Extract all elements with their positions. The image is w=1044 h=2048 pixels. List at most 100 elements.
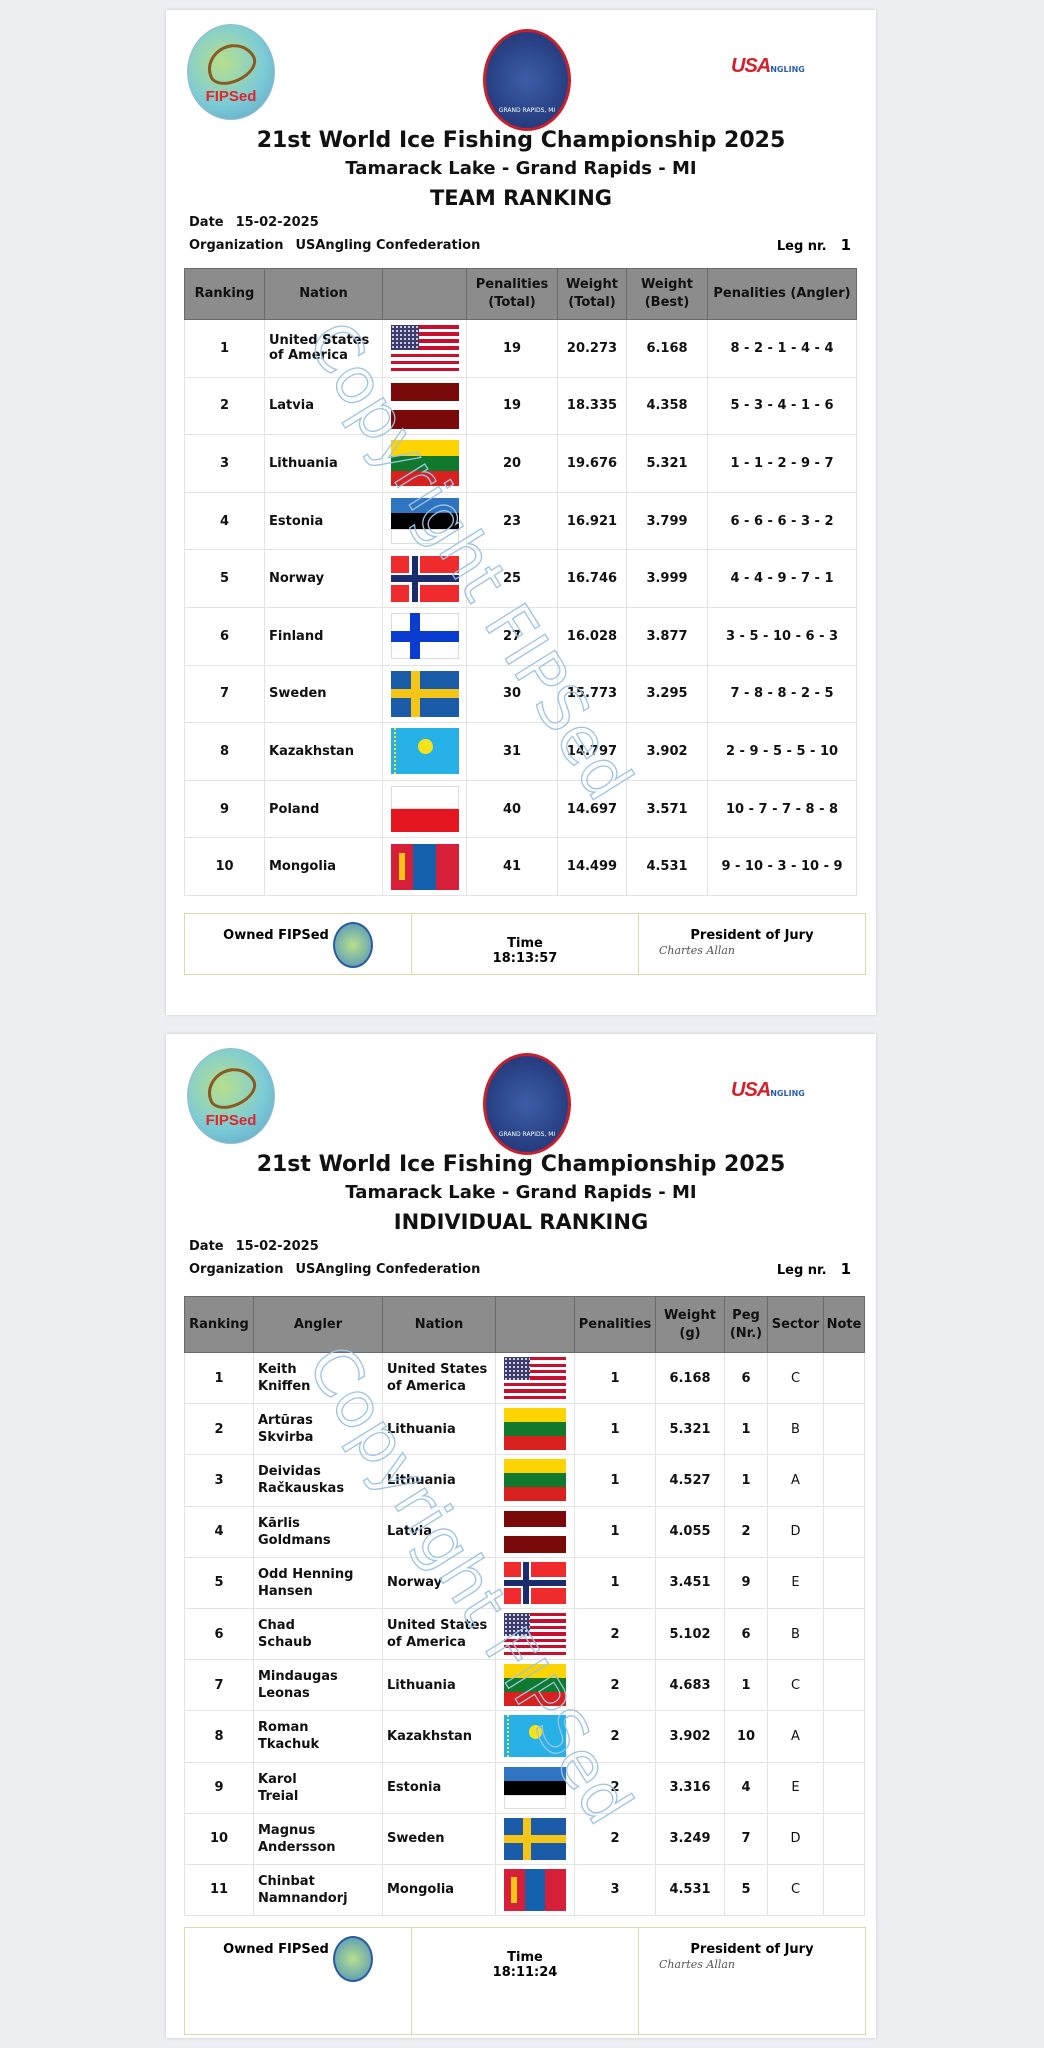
nation-cell: United States of America (382, 1351, 496, 1405)
penalties-cell: 1 (574, 1351, 656, 1405)
note-cell (823, 1403, 865, 1456)
nation-cell: Lithuania (382, 1454, 496, 1507)
time-cell: Time 18:13:57 (412, 914, 639, 974)
weight-best-cell: 3.295 (626, 664, 708, 724)
weight-cell: 3.902 (655, 1710, 725, 1763)
angler-first-name: Kārlis (258, 1515, 300, 1531)
rank-cell: 5 (184, 549, 265, 608)
rank-cell: 2 (184, 1403, 254, 1456)
nation-cell: Norway (264, 549, 383, 608)
note-cell (823, 1659, 865, 1712)
note-cell (823, 1863, 865, 1917)
flag-lt-icon (504, 1459, 566, 1502)
column-header-7: Sector (767, 1296, 824, 1353)
time-value: 18:13:57 (492, 951, 558, 966)
flag-cell (495, 1710, 575, 1763)
peg-cell: 5 (724, 1863, 768, 1917)
weight-cell: 3.451 (655, 1556, 725, 1609)
weight-cell: 3.316 (655, 1761, 725, 1814)
table-row: 9 Poland 40 14.697 3.571 10 - 7 - 7 - 8 - 8 (184, 779, 857, 839)
weight-best-cell: 3.799 (626, 491, 708, 551)
angler-cell: Magnus Andersson (253, 1812, 383, 1865)
note-cell (823, 1710, 865, 1763)
nation-cell: Lithuania (382, 1403, 496, 1456)
nation-cell: Sweden (264, 664, 383, 724)
flag-usa-icon (504, 1357, 566, 1399)
flag-cell (495, 1505, 575, 1558)
note-cell (823, 1351, 865, 1405)
penalties-total-cell: 40 (466, 779, 558, 839)
rank-cell: 8 (184, 1710, 254, 1763)
angler-cell: Chad Schaub (253, 1607, 383, 1661)
leg-number: Leg nr. 1 (776, 236, 851, 254)
penalties-angler-cell: 6 - 6 - 6 - 3 - 2 (707, 491, 857, 551)
angler-cell: Chinbat Namnandorj (253, 1863, 383, 1917)
weight-cell: 5.321 (655, 1403, 725, 1456)
rank-cell: 7 (184, 1659, 254, 1712)
rank-cell: 8 (184, 722, 265, 781)
penalties-cell: 2 (574, 1659, 656, 1712)
flag-cell (495, 1863, 575, 1917)
organization-row: Organization USAngling Confederation (189, 1262, 481, 1277)
peg-cell: 9 (724, 1556, 768, 1609)
table-row: 11 Chinbat Namnandorj Mongolia 3 4.531 5 C (184, 1863, 865, 1917)
angler-last-name: Andersson (258, 1839, 336, 1855)
table-row: 8 Kazakhstan 31 14.797 3.902 2 - 9 - 5 - 5 - … (184, 722, 857, 781)
table-row: 4 Estonia 23 16.921 3.799 6 - 6 - 6 - 3 - 2 (184, 491, 857, 551)
nation-cell: Latvia (264, 376, 383, 436)
weight-best-cell: 5.321 (626, 434, 708, 493)
angler-last-name: Namnandorj (258, 1890, 348, 1906)
nation-cell: Estonia (264, 491, 383, 551)
flag-cell (382, 837, 467, 896)
peg-cell: 4 (724, 1761, 768, 1814)
flag-lv-icon (390, 382, 459, 429)
flag-pl-icon (390, 786, 459, 833)
weight-cell: 4.055 (655, 1505, 725, 1558)
angler-first-name: Mindaugas (258, 1669, 338, 1685)
column-header-1: Nation (264, 268, 383, 320)
column-header-0: Ranking (184, 1296, 254, 1353)
nation-cell: United States of America (264, 319, 383, 378)
table-row: 10 Magnus Andersson Sweden 2 3.249 7 D (184, 1812, 865, 1865)
date-row: Date 15-02-2025 (189, 1239, 319, 1254)
sector-cell: B (767, 1403, 824, 1456)
angler-cell: Keith Kniffen (253, 1351, 383, 1405)
nation-cell: Lithuania (382, 1659, 496, 1712)
column-header-1: Angler (253, 1296, 383, 1353)
flag-cell (382, 722, 467, 781)
nation-cell: Sweden (382, 1812, 496, 1865)
rank-cell: 3 (184, 1454, 254, 1507)
angler-first-name: Karol (258, 1771, 297, 1787)
footer: Owned FIPSed Time 18:13:57 President of J… (184, 913, 866, 975)
angler-first-name: Deividas (258, 1464, 321, 1480)
table-row: 3 Lithuania 20 19.676 5.321 1 - 1 - 2 - 9 - 7 (184, 434, 857, 493)
flag-cell (382, 606, 467, 666)
championship-title: 21st World Ice Fishing Championship 2025 (256, 128, 786, 153)
table-row: 1 Keith Kniffen United States of America 1 6.… (184, 1351, 865, 1405)
peg-cell: 2 (724, 1505, 768, 1558)
flag-ee-icon (390, 498, 459, 545)
penalties-cell: 2 (574, 1812, 656, 1865)
angler-cell: Artūras Skvirba (253, 1403, 383, 1456)
penalties-angler-cell: 4 - 4 - 9 - 7 - 1 (707, 549, 857, 608)
flag-fi-icon (390, 613, 459, 660)
page-title: TEAM RANKING (429, 186, 613, 210)
penalties-angler-cell: 3 - 5 - 10 - 6 - 3 (707, 606, 857, 666)
championship-emblem: GRAND RAPIDS, MI (483, 1053, 571, 1155)
venue: Tamarack Lake - Grand Rapids - MI (345, 1182, 697, 1203)
weight-total-cell: 18.335 (557, 376, 627, 436)
penalties-angler-cell: 7 - 8 - 8 - 2 - 5 (707, 664, 857, 724)
owner-cell: Owned FIPSed (185, 914, 412, 974)
angler-cell: Roman Tkachuk (253, 1710, 383, 1763)
table-row: 4 Kārlis Goldmans Latvia 1 4.055 2 D (184, 1505, 865, 1558)
team-ranking-table: Ranking Nation Penalities (Total) Weight (T… (184, 268, 857, 896)
peg-cell: 1 (724, 1454, 768, 1507)
flag-cell (382, 664, 467, 724)
table-row: 7 Mindaugas Leonas Lithuania 2 4.683 1 C (184, 1659, 865, 1712)
penalties-cell: 1 (574, 1556, 656, 1609)
flag-lt-icon (504, 1408, 566, 1451)
nation-cell: Poland (264, 779, 383, 839)
flag-se-icon (504, 1817, 566, 1860)
peg-cell: 6 (724, 1351, 768, 1405)
rank-cell: 1 (184, 1351, 254, 1405)
